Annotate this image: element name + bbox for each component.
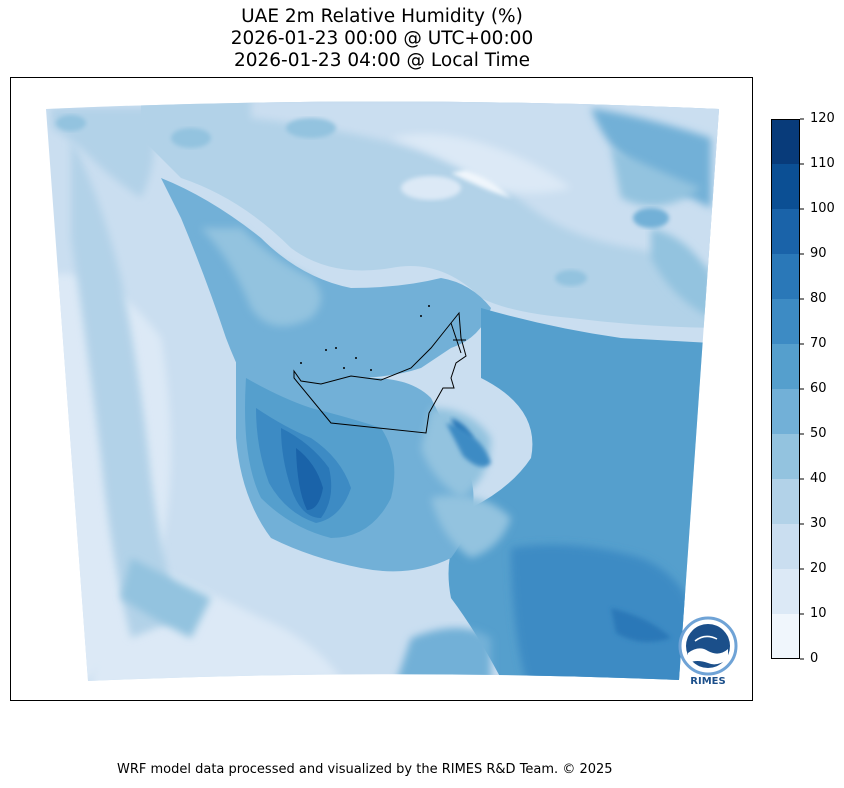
colorbar-tick-label: 30 <box>810 516 827 531</box>
colorbar-tick-label: 110 <box>810 156 835 171</box>
humidity-field <box>46 101 719 681</box>
colorbar-tick-label: 40 <box>810 471 827 486</box>
rimes-logo-text: RIMES <box>690 676 726 687</box>
colorbar-bin <box>771 569 800 614</box>
colorbar-bin <box>771 434 800 479</box>
rimes-logo-icon <box>678 616 738 676</box>
colorbar-tick-label: 10 <box>810 606 827 621</box>
colorbar-tick-label: 20 <box>810 561 827 576</box>
colorbar-tick-label: 60 <box>810 381 827 396</box>
title-line-1: UAE 2m Relative Humidity (%) <box>241 6 523 27</box>
map-panel <box>10 77 753 701</box>
rimes-logo: RIMES <box>677 615 739 690</box>
colorbar-tick-label: 80 <box>810 291 827 306</box>
colorbar-tick-label: 50 <box>810 426 827 441</box>
colorbar-bin <box>771 299 800 344</box>
title-line-2: 2026-01-23 00:00 @ UTC+00:00 <box>230 28 534 49</box>
colorbar-bin <box>771 209 800 254</box>
colorbar-scale <box>771 118 804 660</box>
colorbar-bin <box>771 524 800 569</box>
uae-boundary <box>293 311 467 434</box>
uae-islands <box>300 305 430 371</box>
humidity-map <box>46 101 719 681</box>
colorbar <box>771 118 804 660</box>
colorbar-tick-label: 90 <box>810 246 827 261</box>
colorbar-bin <box>771 119 800 164</box>
footer-credit: WRF model data processed and visualized … <box>117 762 613 777</box>
colorbar-bin <box>771 389 800 434</box>
colorbar-tick-label: 100 <box>810 201 835 216</box>
colorbar-bin <box>771 164 800 209</box>
colorbar-bin <box>771 254 800 299</box>
colorbar-tick-label: 70 <box>810 336 827 351</box>
colorbar-bin <box>771 479 800 524</box>
colorbar-tick-label: 0 <box>810 651 819 666</box>
title-line-3: 2026-01-23 04:00 @ Local Time <box>233 50 531 71</box>
colorbar-border <box>771 119 800 659</box>
colorbar-bin <box>771 614 800 659</box>
colorbar-bin <box>771 344 800 389</box>
chart-title: UAE 2m Relative Humidity (%) 2026-01-23 … <box>0 6 764 72</box>
colorbar-tick-label: 120 <box>810 111 835 126</box>
